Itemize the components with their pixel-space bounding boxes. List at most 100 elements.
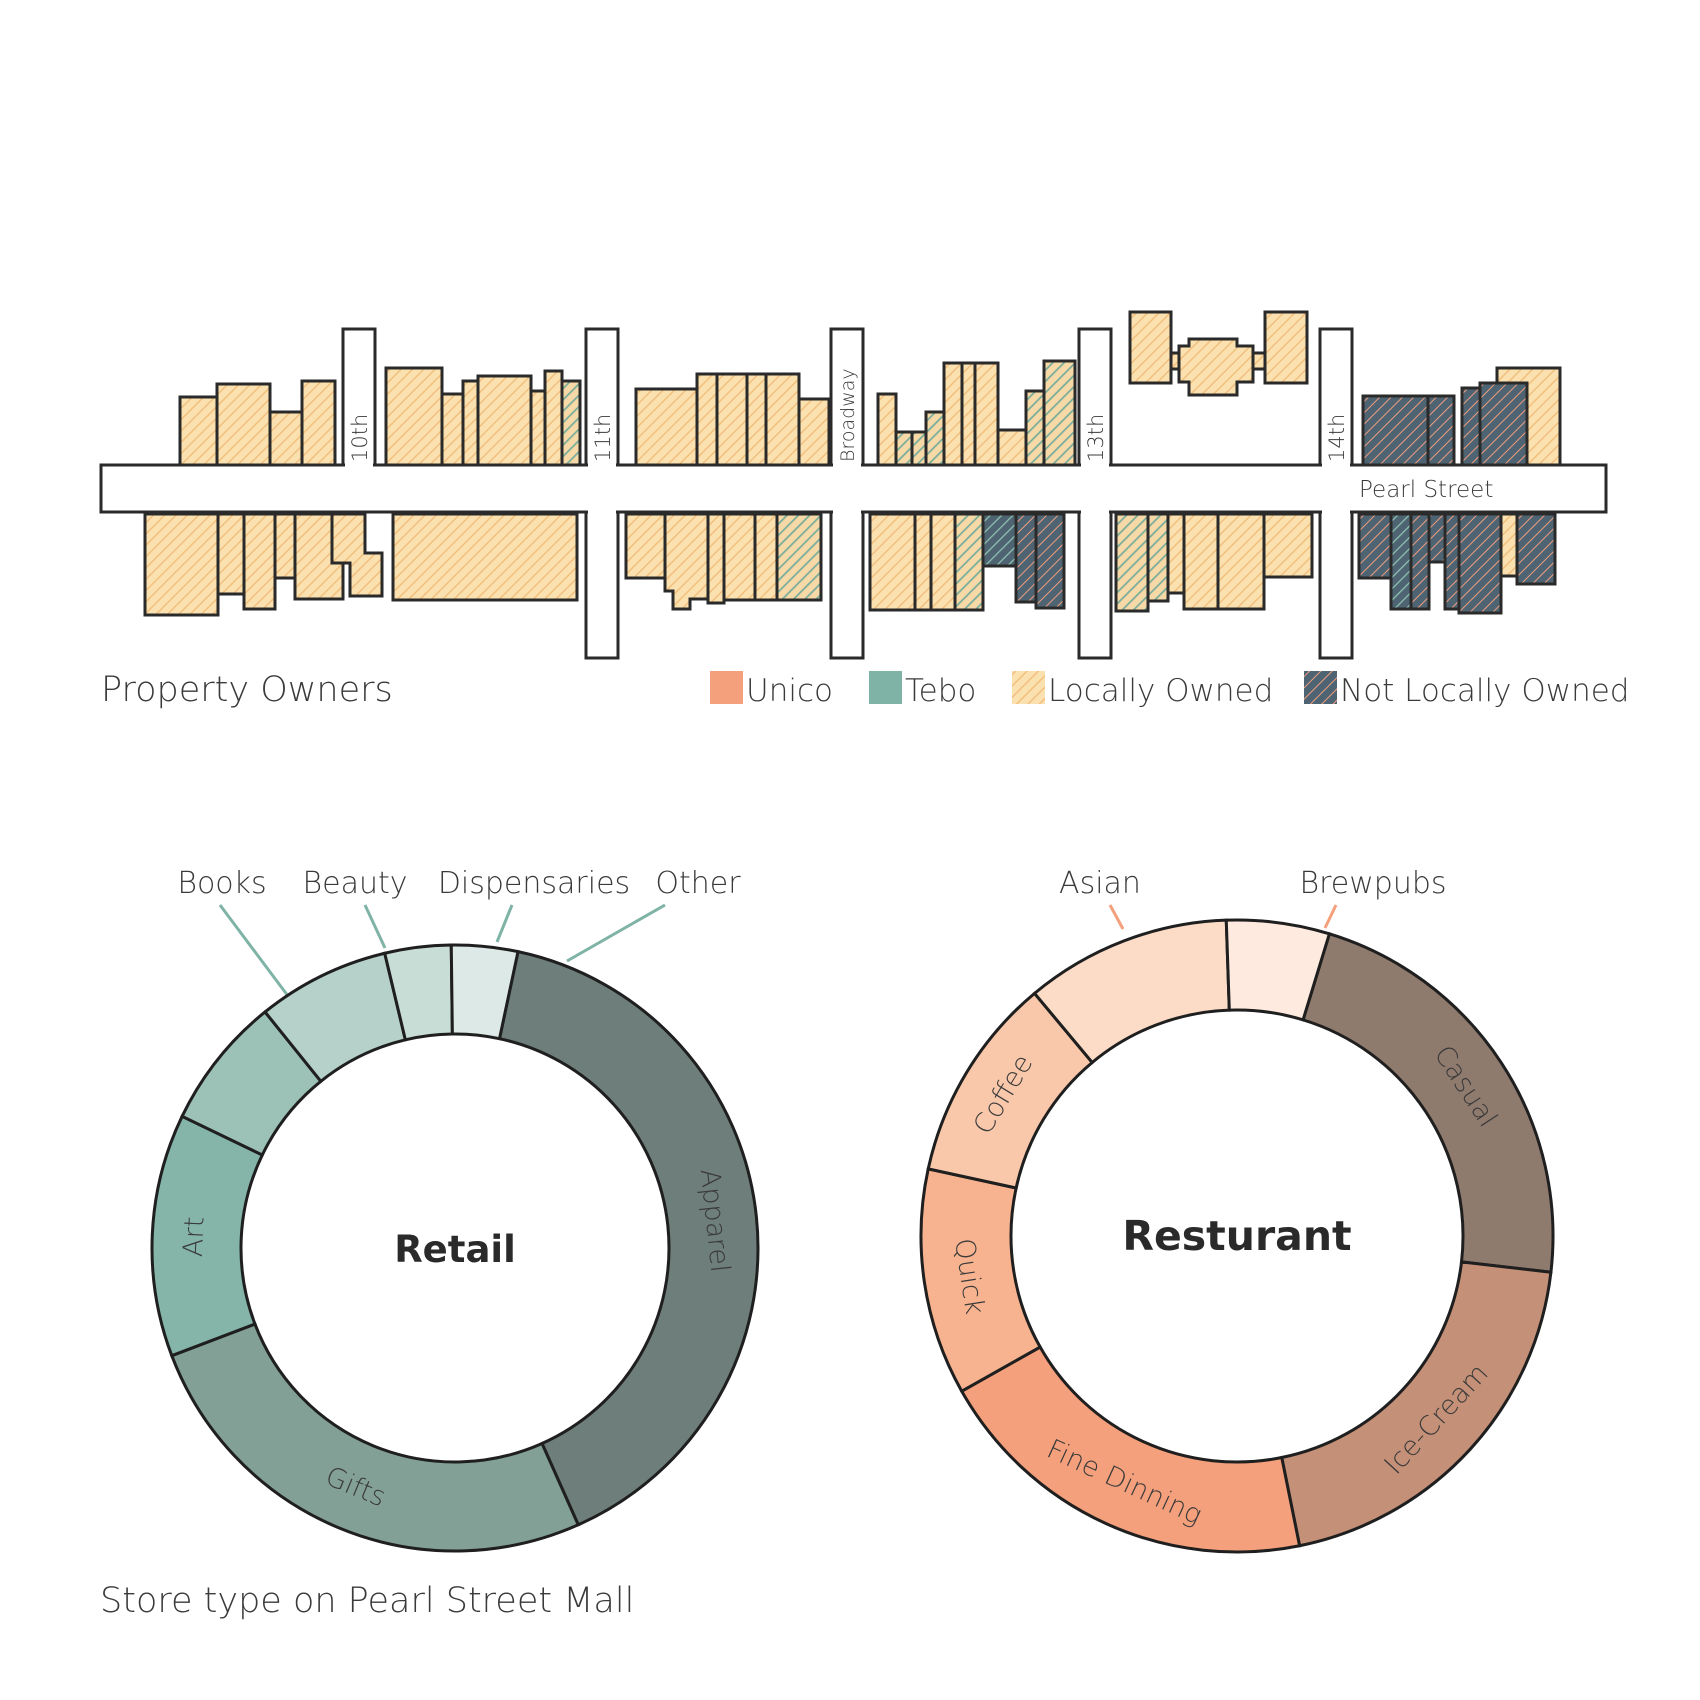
building <box>1146 512 1170 603</box>
building <box>1251 351 1267 371</box>
slice-label: Books <box>177 866 266 901</box>
building <box>1443 512 1461 611</box>
building <box>1166 512 1186 595</box>
building <box>1263 310 1309 385</box>
building <box>924 410 946 467</box>
cross-street <box>341 327 377 469</box>
building <box>1177 337 1255 397</box>
building <box>1460 386 1482 467</box>
legend-swatch-locally-owned <box>1012 671 1045 704</box>
donut-slice-apparel <box>497 949 760 1527</box>
building <box>868 512 917 612</box>
building <box>476 374 533 467</box>
building <box>178 395 219 467</box>
building <box>1357 512 1393 580</box>
legend-swatch-unico <box>710 671 743 704</box>
street-gap <box>833 462 861 468</box>
building <box>215 382 272 467</box>
building <box>624 512 667 580</box>
building <box>560 379 582 467</box>
building <box>1478 381 1529 467</box>
cross-street <box>1318 510 1354 660</box>
building <box>1427 512 1447 564</box>
building <box>216 512 246 596</box>
building <box>273 512 297 580</box>
building <box>960 361 977 467</box>
building <box>461 379 480 467</box>
building <box>330 512 384 598</box>
charts-caption: Store type on Pearl Street Mall <box>100 1581 634 1621</box>
cross-street <box>1318 327 1354 469</box>
building <box>1182 512 1220 611</box>
building <box>1114 512 1150 613</box>
building <box>1034 512 1066 610</box>
street-label-broadway: Broadway <box>837 368 859 462</box>
map-title: Property Owners <box>101 670 393 710</box>
building <box>1515 512 1557 586</box>
building <box>1042 359 1077 467</box>
building <box>706 512 726 605</box>
building <box>143 512 220 617</box>
slice-label: Asian <box>1059 866 1141 901</box>
street-label-10th: 10th <box>348 414 372 462</box>
donut-slice-other <box>449 943 520 1041</box>
building <box>543 369 564 467</box>
legend: Unico Tebo Locally Owned Not Locally Own… <box>710 671 1629 709</box>
building <box>910 430 928 467</box>
building <box>242 512 277 611</box>
building <box>973 361 1000 467</box>
building <box>876 392 898 467</box>
property-map: 10th 11th Broadway 13th 14th Pearl Stree… <box>99 310 1608 660</box>
building <box>981 512 1018 568</box>
leader-line <box>363 904 387 949</box>
building <box>1426 394 1456 467</box>
building <box>1014 512 1038 604</box>
building <box>1262 512 1314 579</box>
building <box>1216 512 1266 611</box>
legend-swatch-tebo <box>869 671 902 704</box>
street-gap <box>588 509 616 515</box>
legend-swatch-not-locally-owned <box>1304 671 1337 704</box>
pearl-street <box>99 463 1608 514</box>
building <box>695 372 719 467</box>
streets <box>99 327 1608 660</box>
street-label-pearl: Pearl Street <box>1359 477 1493 503</box>
south-buildings <box>143 512 1557 617</box>
street-gap <box>1081 462 1109 468</box>
building <box>1024 389 1046 467</box>
cross-street <box>584 510 620 660</box>
building <box>929 512 957 612</box>
slice-label: Brewpubs <box>1299 866 1446 901</box>
building <box>440 392 465 467</box>
legend-label-locally-owned: Locally Owned <box>1048 673 1273 709</box>
cross-street <box>1077 510 1113 660</box>
slice-label: Beauty <box>302 866 407 901</box>
building <box>996 428 1028 467</box>
building <box>942 361 964 467</box>
street-label-14th: 14th <box>1325 414 1349 462</box>
building <box>384 366 444 467</box>
building <box>953 512 985 612</box>
leader-line <box>1323 904 1338 929</box>
building <box>529 389 547 467</box>
building <box>715 372 749 467</box>
building <box>663 512 710 611</box>
building <box>722 512 757 602</box>
building <box>753 512 779 602</box>
building <box>391 512 579 602</box>
leader-line <box>218 904 290 997</box>
cross-street <box>1077 327 1113 469</box>
building <box>1409 512 1431 611</box>
leader-line <box>495 904 514 943</box>
building <box>1128 310 1173 385</box>
legend-label-unico: Unico <box>746 673 833 709</box>
building <box>1389 512 1413 611</box>
street-gap <box>345 462 373 468</box>
donut-title: Retail <box>394 1228 516 1271</box>
building <box>745 372 768 467</box>
leader-line <box>1108 904 1125 930</box>
street-gap <box>833 509 861 515</box>
